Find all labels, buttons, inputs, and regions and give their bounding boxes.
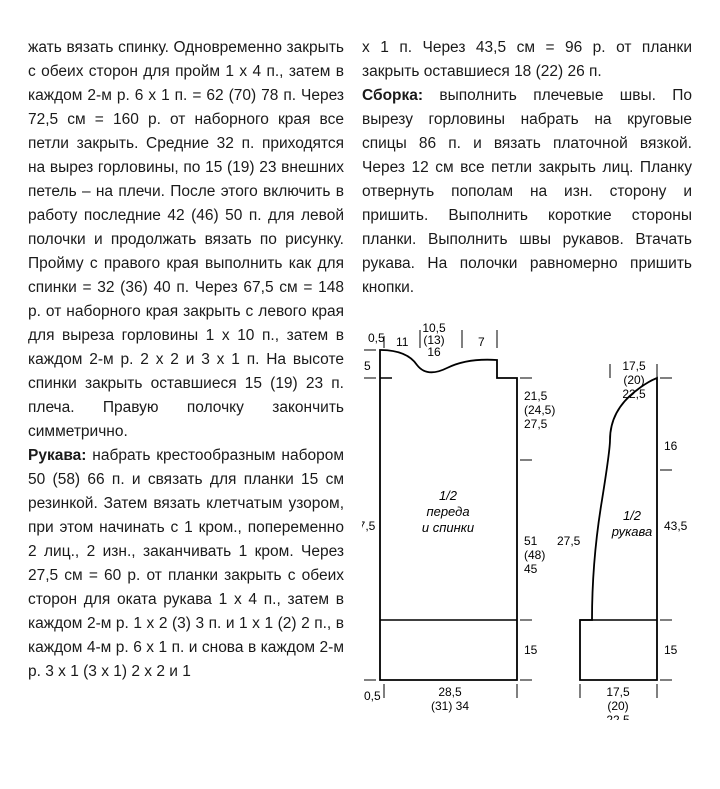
label-half: 1/2 <box>439 488 458 503</box>
pattern-svg: 0,5 11 10,5 (13) 16 7 5 67,5 <box>362 320 692 720</box>
dim-s-15: 15 <box>664 643 678 657</box>
dim-31: (31) 34 <box>431 699 469 713</box>
dim-5: 5 <box>364 359 371 373</box>
para-2: Рукава: набрать крестообразным набором 5… <box>28 444 344 684</box>
dim-51: 51 <box>524 534 538 548</box>
dim-sb-225: 22,5 <box>606 713 630 720</box>
para-4: Сборка: выполнить плечевые швы. По вырез… <box>362 84 692 300</box>
sborka-text: выполнить плечевые швы. По вырезу горлов… <box>362 87 692 296</box>
dim-7: 7 <box>478 335 485 349</box>
label-s-rukava: рукава <box>611 524 652 539</box>
rukava-heading: Рукава: <box>28 447 86 464</box>
dim-16: 16 <box>427 345 441 359</box>
label-spinki: и спинки <box>422 520 474 535</box>
dim-245: (24,5) <box>524 403 555 417</box>
dim-11: 11 <box>396 335 409 349</box>
label-pereda: переда <box>426 504 469 519</box>
dim-s-225: 22,5 <box>622 387 646 401</box>
dim-05-top: 0,5 <box>368 331 385 345</box>
sborka-heading: Сборка: <box>362 87 423 104</box>
dim-285: 28,5 <box>438 685 462 699</box>
dim-s-175: 17,5 <box>622 359 646 373</box>
dim-45: 45 <box>524 562 538 576</box>
front-back-piece: 0,5 11 10,5 (13) 16 7 5 67,5 <box>362 321 555 713</box>
column-left: жать вязать спинку. Одновременно закрыть… <box>28 36 344 720</box>
column-right: х 1 п. Через 43,5 см = 96 р. от планки з… <box>362 36 692 720</box>
dim-215: 21,5 <box>524 389 548 403</box>
schematic-diagram: 0,5 11 10,5 (13) 16 7 5 67,5 <box>362 320 692 720</box>
dim-05-bottom: 0,5 <box>364 689 381 703</box>
dim-s-16: 16 <box>664 439 678 453</box>
para-3: х 1 п. Через 43,5 см = 96 р. от планки з… <box>362 36 692 84</box>
rukava-text: набрать крестообразным набором 50 (58) 6… <box>28 447 344 680</box>
dim-s-20: (20) <box>623 373 644 387</box>
para-1: жать вязать спинку. Одновременно закрыть… <box>28 36 344 444</box>
dim-275: 27,5 <box>524 417 548 431</box>
label-s-half: 1/2 <box>623 508 642 523</box>
dim-sb-20: (20) <box>607 699 628 713</box>
sleeve-piece: 17,5 (20) 22,5 16 27,5 43,5 15 17,5 <box>557 359 688 720</box>
text-columns: жать вязать спинку. Одновременно закрыть… <box>28 36 692 720</box>
dim-15-front: 15 <box>524 643 538 657</box>
dim-48: (48) <box>524 548 545 562</box>
dim-s-435: 43,5 <box>664 519 688 533</box>
dim-675: 67,5 <box>362 519 376 533</box>
dim-sb-175: 17,5 <box>606 685 630 699</box>
dim-s-275: 27,5 <box>557 534 581 548</box>
